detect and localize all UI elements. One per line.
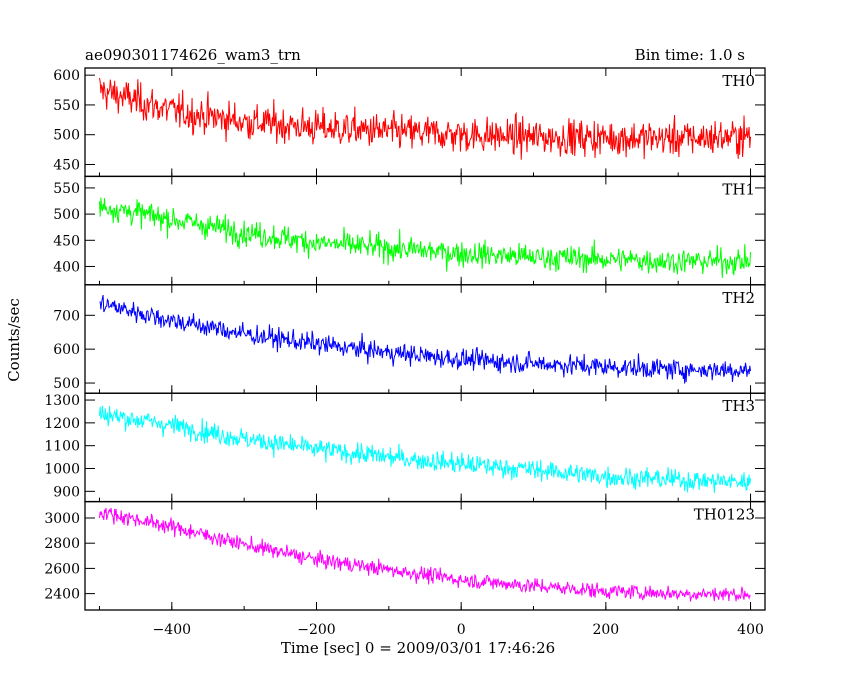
y-tick-label-th2-700: 700 [53,308,80,324]
x-tick-label-200: 200 [592,622,619,638]
series-line-th0123 [98,507,751,602]
y-tick-label-th0123-2400: 2400 [44,587,80,603]
panel-frame-th0 [84,67,766,178]
panel-frame-th2 [84,284,766,394]
y-tick-label-th2-600: 600 [53,342,80,358]
x-axis-label: Time [sec] 0 = 2009/03/01 17:46:26 [281,639,555,657]
series-label-th1: TH1 [722,180,755,198]
y-tick-label-th2-500: 500 [53,376,80,392]
series-line-th1 [98,197,752,278]
x-tick-label--200: −200 [297,622,335,638]
y-tick-label-th1-400: 400 [53,259,80,275]
series-line-th3 [98,405,752,493]
series-label-th3: TH3 [722,397,755,415]
y-tick-label-th0-550: 550 [53,98,80,114]
y-tick-label-th3-1200: 1200 [44,416,80,432]
panels-group: 450 500 550 600 TH0 400 450 500 550 TH1 500 600 700 T… [44,67,766,638]
y-tick-label-th3-1300: 1300 [44,393,80,409]
series-line-th2 [99,294,752,384]
y-tick-label-th0123-2800: 2800 [44,536,80,552]
panel-frame-th0123 [84,500,766,611]
y-tick-label-th0123-3000: 3000 [44,511,80,527]
x-tick-label-0: 0 [457,622,466,638]
bin-time-label: Bin time: 1.0 s [635,46,745,64]
panel-frame-th1 [84,175,766,286]
series-label-th2: TH2 [722,289,755,307]
panel-frame-th3 [84,392,766,503]
y-tick-label-th3-1000: 1000 [44,462,80,478]
x-tick-label-400: 400 [737,622,764,638]
x-tick-label--400: −400 [153,622,191,638]
y-tick-label-th3-1100: 1100 [44,439,80,455]
y-tick-label-th0-600: 600 [53,68,80,84]
series-label-th0: TH0 [722,72,755,90]
series-label-th0123: TH0123 [694,506,755,524]
y-tick-label-th0-450: 450 [53,157,80,173]
y-tick-label-th0-500: 500 [53,128,80,144]
y-tick-label-th1-450: 450 [53,233,80,249]
y-axis-label: Counts/sec [5,298,23,382]
y-tick-label-th0123-2600: 2600 [44,561,80,577]
y-tick-label-th1-550: 550 [53,181,80,197]
y-tick-label-th3-900: 900 [53,484,80,500]
plot-title: ae090301174626_wam3_trn [85,46,301,64]
y-tick-label-th1-500: 500 [53,207,80,223]
series-line-th0 [98,77,752,160]
